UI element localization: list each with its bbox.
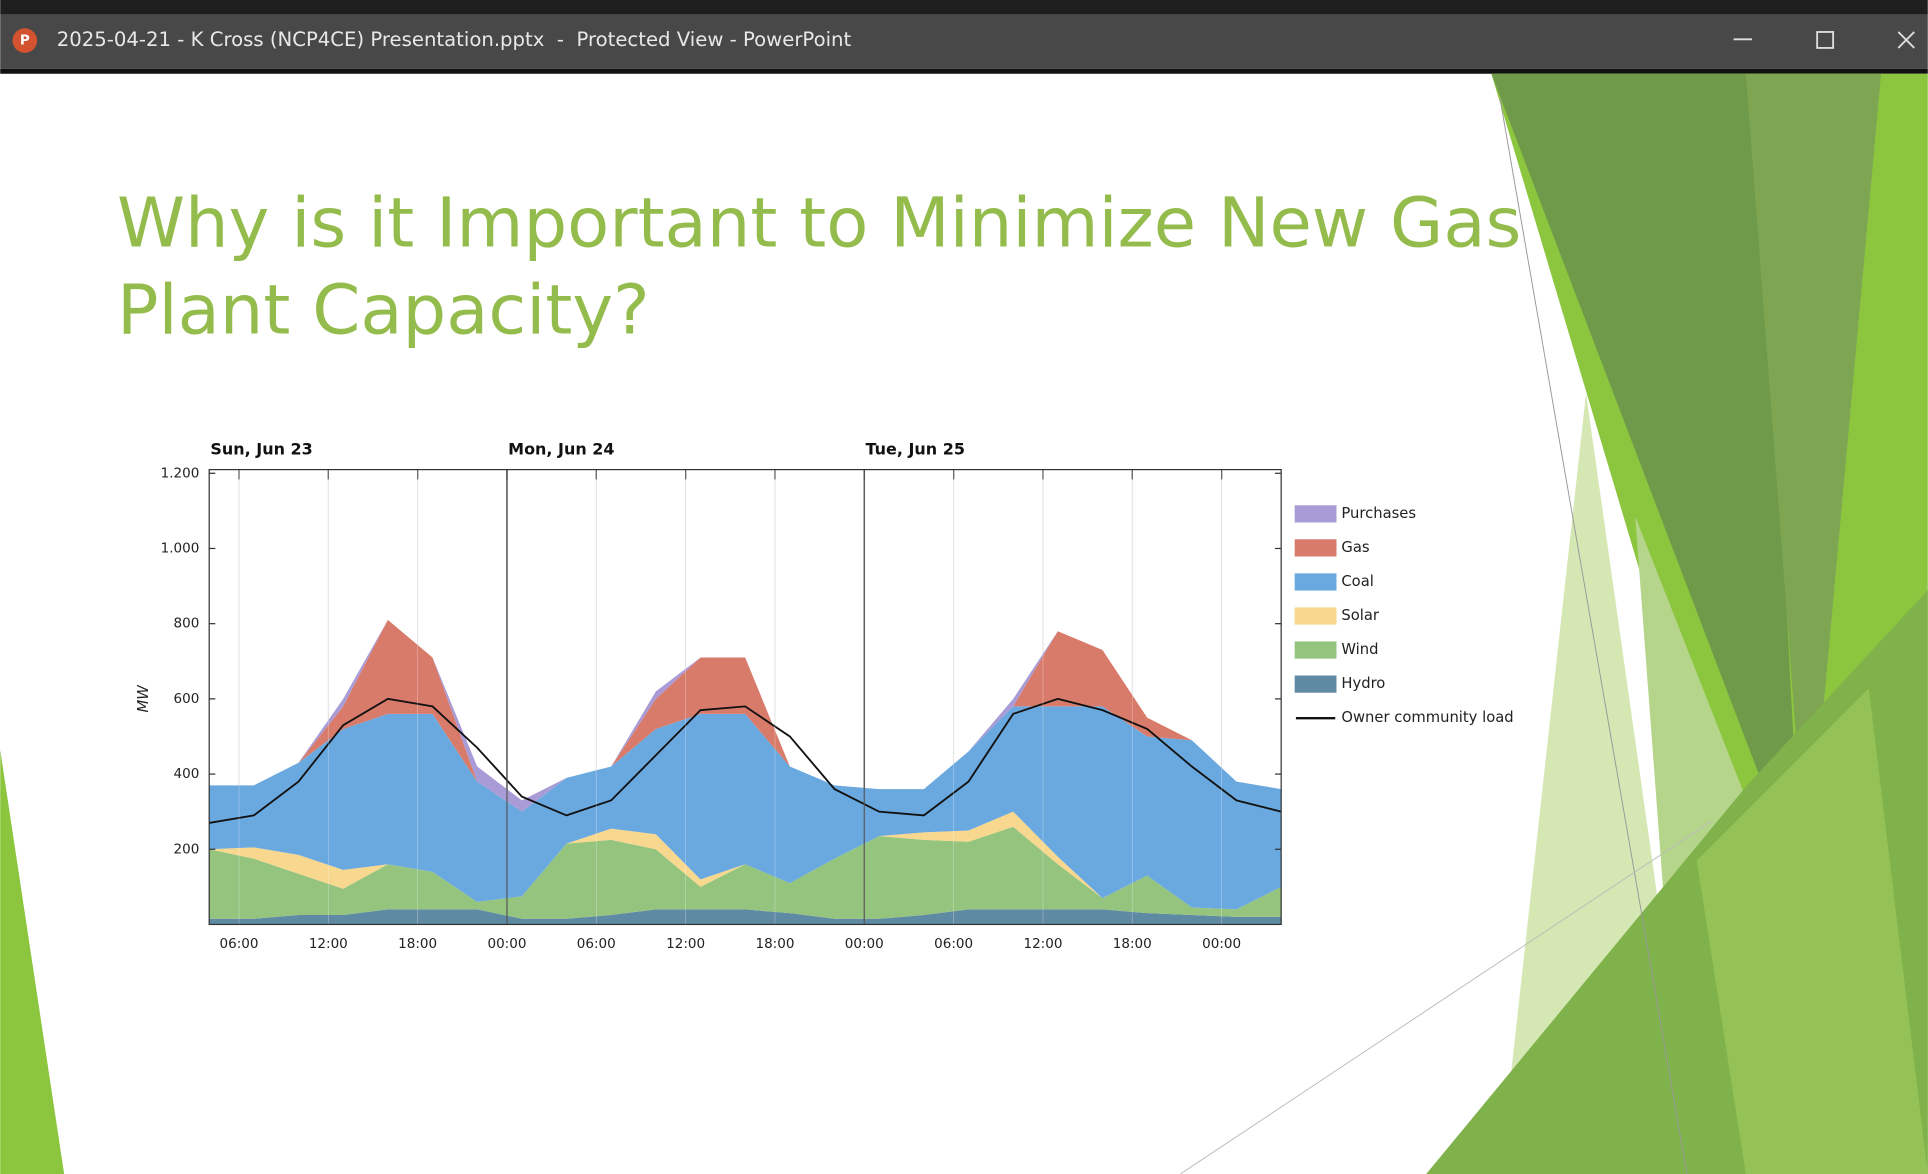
slide-decoration	[0, 73, 1928, 1174]
day-label: Mon, Jun 24	[508, 439, 614, 458]
x-tick-label: 00:00	[487, 936, 526, 952]
x-tick-label: 00:00	[1202, 936, 1241, 952]
area	[209, 706, 1282, 910]
top-strip	[0, 0, 1928, 15]
y-tick-label: 1.200	[161, 465, 200, 481]
legend-label: Gas	[1341, 539, 1369, 556]
legend-label: Coal	[1341, 573, 1373, 590]
legend-swatch	[1294, 539, 1337, 557]
window-title: 2025-04-21 - K Cross (NCP4CE) Presentati…	[57, 28, 852, 51]
legend-label: Owner community load	[1341, 709, 1513, 726]
legend-swatch	[1294, 505, 1337, 523]
chart: 06:00 12:00 18:00 00:00 06:00 12:00 18:00 00:00…	[135, 439, 1514, 952]
x-tick-label: 18:00	[398, 936, 437, 952]
y-axis-label: MW	[135, 684, 152, 713]
x-tick-label: 18:00	[1113, 936, 1152, 952]
x-tick-label: 06:00	[219, 936, 258, 952]
legend-swatch	[1294, 573, 1337, 591]
legend-label: Solar	[1341, 607, 1380, 624]
area	[209, 909, 1282, 925]
x-tick-label: 00:00	[845, 936, 884, 952]
x-tick-label: 18:00	[755, 936, 794, 952]
legend-label: Purchases	[1341, 505, 1416, 522]
legend-swatch	[1294, 675, 1337, 693]
legend-swatch	[1294, 641, 1337, 659]
x-tick-label: 06:00	[934, 936, 973, 952]
area	[209, 619, 1282, 812]
x-tick-label: 12:00	[1023, 936, 1062, 952]
area	[209, 826, 1282, 919]
legend-label: Hydro	[1341, 675, 1385, 692]
y-tick-label: 400	[174, 766, 200, 782]
day-label: Sun, Jun 23	[210, 439, 312, 458]
y-tick-label: 800	[174, 616, 200, 632]
maximize-button[interactable]	[1816, 31, 1835, 49]
x-tick-label: 12:00	[666, 936, 705, 952]
y-tick-label: 600	[174, 691, 200, 707]
plot-frame	[208, 468, 1282, 926]
app-icon-letter: P	[20, 33, 30, 49]
close-button[interactable]	[1897, 31, 1915, 49]
legend-label: Wind	[1341, 641, 1378, 658]
slide-title-line: Why is it Important to Minimize New Gas	[117, 183, 1521, 263]
y-tick-label: 200	[174, 841, 200, 857]
y-tick-label: 1.000	[161, 540, 200, 556]
title-bar	[0, 14, 1928, 69]
x-tick-label: 12:00	[309, 936, 348, 952]
app-icon	[12, 28, 38, 53]
x-tick-label: 06:00	[577, 936, 616, 952]
slide-title-line: Plant Capacity?	[117, 271, 650, 351]
legend-swatch	[1294, 607, 1337, 625]
day-label: Tue, Jun 25	[866, 439, 965, 458]
load-line	[209, 697, 1282, 824]
title-bar-edge	[0, 68, 1928, 74]
